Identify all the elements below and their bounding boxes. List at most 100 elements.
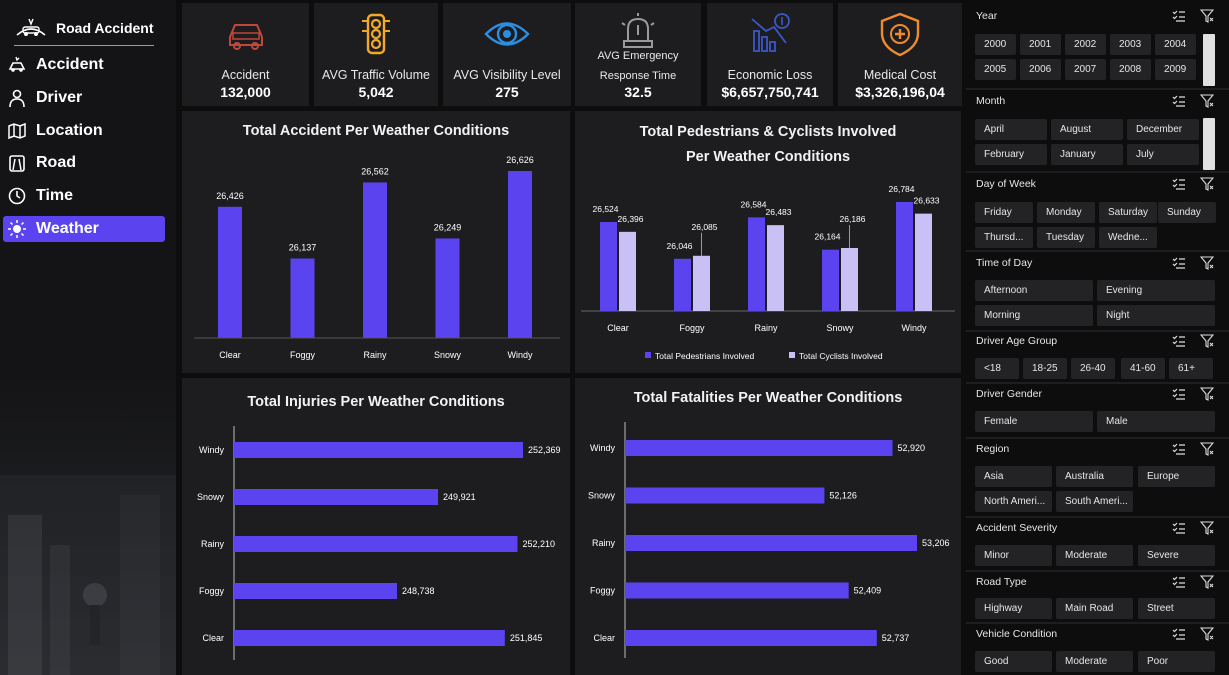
slicer-option[interactable]: 18-25 [1023,358,1067,379]
slicer-divider [966,437,1229,439]
slicer-option[interactable]: Australia [1056,466,1133,487]
category-label: Rainy [363,350,387,360]
slicer-option[interactable]: 26-40 [1071,358,1115,379]
slicer-option[interactable]: Monday [1037,202,1095,223]
bar-cyclists [841,248,858,311]
clear-filter-icon[interactable] [1200,387,1214,401]
slicer-option[interactable]: Sunday [1158,202,1216,223]
slicer-option[interactable]: Saturday [1099,202,1157,223]
slicer-title: Day of Week [976,178,1036,190]
slicer-tools [1172,256,1214,270]
slicer-option[interactable]: Street [1138,598,1215,619]
clear-filter-icon[interactable] [1200,9,1214,23]
slicer-option[interactable]: 61+ [1169,358,1213,379]
slicer-option[interactable]: Main Road [1056,598,1133,619]
select-all-icon[interactable] [1172,442,1186,456]
data-label: 52,409 [854,586,882,596]
slicer-divider [966,570,1229,572]
slicer-option[interactable]: August [1051,119,1123,140]
slicer-option[interactable]: January [1051,144,1123,165]
slicer-option[interactable]: Wedne... [1099,227,1157,248]
slicer-option[interactable]: 2006 [1020,59,1061,80]
slicer-option[interactable]: Night [1097,305,1215,326]
slicer-option[interactable]: Afternoon [975,280,1093,301]
data-label: 251,845 [510,633,543,643]
clear-filter-icon[interactable] [1200,94,1214,108]
pedestrians-cyclists-chart: Total Pedestrians & Cyclists Involved Pe… [575,111,961,373]
nav-label: Weather [36,219,99,237]
slicer-option[interactable]: Severe [1138,545,1215,566]
slicer-title: Month [976,95,1006,107]
slicer-option[interactable]: Minor [975,545,1052,566]
select-all-icon[interactable] [1172,521,1186,535]
nav-item-driver[interactable]: Driver [3,85,165,111]
slicer-title: Year [976,10,998,22]
kpi-title: AVG Visibility Level [453,68,561,82]
slicer-scrollbar[interactable] [1203,34,1215,86]
slicer-option[interactable]: 2009 [1155,59,1196,80]
select-all-icon[interactable] [1172,575,1186,589]
select-all-icon[interactable] [1172,177,1186,191]
slicer-option[interactable]: Asia [975,466,1052,487]
slicer-option[interactable]: July [1127,144,1199,165]
data-label: 252,369 [528,445,561,455]
slicer-option[interactable]: Moderate [1056,545,1133,566]
slicer-option[interactable]: 2005 [975,59,1016,80]
legend-swatch [789,352,795,358]
nav-item-accident[interactable]: Accident [3,52,165,78]
slicer-option[interactable]: Highway [975,598,1052,619]
clear-filter-icon[interactable] [1200,627,1214,641]
clear-filter-icon[interactable] [1200,177,1214,191]
nav-item-time[interactable]: Time [3,183,165,209]
nav-label: Driver [36,88,83,106]
clear-filter-icon[interactable] [1200,334,1214,348]
select-all-icon[interactable] [1172,387,1186,401]
slicer-option[interactable]: 2000 [975,34,1016,55]
slicer-divider [966,382,1229,384]
clear-filter-icon[interactable] [1200,442,1214,456]
slicer-option[interactable]: Moderate [1056,651,1133,672]
select-all-icon[interactable] [1172,9,1186,23]
slicer-option[interactable]: 41-60 [1121,358,1165,379]
slicer-option[interactable]: 2007 [1065,59,1106,80]
clear-filter-icon[interactable] [1200,575,1214,589]
slicer-option[interactable]: December [1127,119,1199,140]
slicer-option[interactable]: North Ameri... [975,491,1052,512]
slicer-option[interactable]: Europe [1138,466,1215,487]
slicer-option[interactable]: Male [1097,411,1215,432]
chart-title: Total Fatalities Per Weather Conditions [633,390,903,406]
slicer-tools [1172,521,1214,535]
slicer-option[interactable]: Evening [1097,280,1215,301]
select-all-icon[interactable] [1172,94,1186,108]
slicer-option[interactable]: February [975,144,1047,165]
slicer-option[interactable]: Thursd... [975,227,1033,248]
bar [625,440,893,456]
select-all-icon[interactable] [1172,334,1186,348]
slicer-option[interactable]: <18 [975,358,1019,379]
nav-label: Time [36,187,74,205]
slicer-option[interactable]: 2003 [1110,34,1151,55]
select-all-icon[interactable] [1172,256,1186,270]
slicer-option[interactable]: Female [975,411,1093,432]
slicer-option[interactable]: Tuesday [1037,227,1095,248]
slicer-option[interactable]: 2002 [1065,34,1106,55]
slicer-scrollbar[interactable] [1203,118,1215,170]
nav-item-weather[interactable]: Weather [3,215,165,242]
slicer-option[interactable]: 2008 [1110,59,1151,80]
slicer-option[interactable]: Poor [1138,651,1215,672]
slicer-option[interactable]: 2001 [1020,34,1061,55]
nav-item-location[interactable]: Location [3,118,165,144]
slicer-option[interactable]: South Ameri... [1056,491,1133,512]
nav-item-road[interactable]: Road [3,150,165,176]
select-all-icon[interactable] [1172,627,1186,641]
slicer-option[interactable]: Good [975,651,1052,672]
slicer-option[interactable]: Friday [975,202,1033,223]
sidebar: Road Accident Accident Driver Location Road… [0,0,176,675]
slicer-option[interactable]: 2004 [1155,34,1196,55]
kpi-value: 132,000 [220,84,271,100]
kpi-title: AVG Traffic Volume [322,68,430,82]
slicer-option[interactable]: April [975,119,1047,140]
clear-filter-icon[interactable] [1200,256,1214,270]
clear-filter-icon[interactable] [1200,521,1214,535]
slicer-option[interactable]: Morning [975,305,1093,326]
